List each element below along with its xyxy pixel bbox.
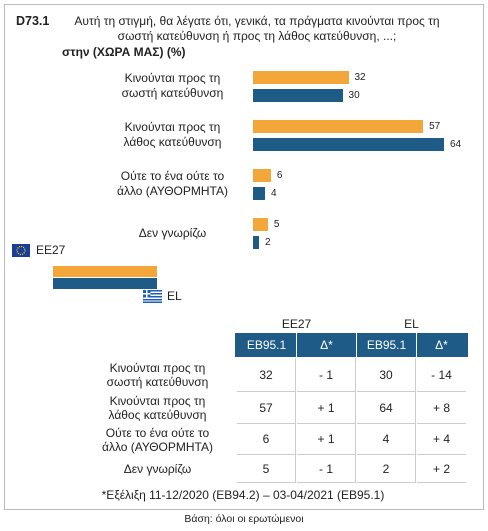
table-cell: - 14 <box>417 358 466 392</box>
data-label: 4 <box>270 188 277 199</box>
table-row-label: Κινούνται προς τη σωστή κατεύθυνση <box>106 361 209 389</box>
category-label: Ούτε το ένα ούτε το άλλο (ΑΥΘΟΡΜΗΤΑ) <box>117 169 228 198</box>
base-note: Βάση: όλοι οι ερωτώμενοι <box>184 513 304 525</box>
table-group-header: EE27 <box>281 317 312 331</box>
data-label: 57 <box>429 121 441 132</box>
bar <box>253 218 268 231</box>
table-cell: + 8 <box>417 392 466 424</box>
bar <box>253 236 259 249</box>
table-cell: 4 <box>357 424 416 455</box>
table-group-header: EL <box>404 317 419 331</box>
table-column-header: EB95.1 <box>237 333 297 357</box>
table-cell: + 1 <box>297 392 356 424</box>
table-column-header: EB95.1 <box>357 333 417 357</box>
table-column-header: Δ* <box>435 338 448 352</box>
bar <box>253 138 444 151</box>
table-row-label: Ούτε το ένα ούτε το άλλο (ΑΥΘΟΡΜΗΤΑ) <box>102 425 213 454</box>
table-row-label: Δεν γνωρίζω <box>123 462 192 476</box>
data-label: 2 <box>264 237 271 248</box>
table-column-header: Δ* <box>297 333 357 357</box>
legend-label: EE27 <box>36 243 66 257</box>
table-row-label: Κινούνται προς τη λάθος κατεύθυνση <box>108 394 207 422</box>
footnote: *Εξέλιξη 11-12/2020 (EB94.2) – 03-04/202… <box>101 488 385 502</box>
bar <box>253 89 343 102</box>
table-cell: 6 <box>237 424 296 455</box>
bar <box>253 187 265 200</box>
bar <box>253 120 424 133</box>
legend-swatch <box>53 266 157 277</box>
table-cell: 57 <box>237 392 296 424</box>
question: Αυτή τη στιγμή, θα λέγατε ότι, γενικά, τ… <box>74 14 440 43</box>
table-cell: 64 <box>357 392 416 424</box>
data-label: 30 <box>348 90 360 101</box>
data-label: 5 <box>273 219 280 230</box>
eu-flag <box>12 244 30 257</box>
question-code: D73.1 <box>16 14 50 28</box>
data-label: 6 <box>276 170 283 181</box>
category-label: Κινούνται προς τη σωστή κατεύθυνση <box>121 71 224 100</box>
table-cell: 2 <box>357 455 416 483</box>
table-cell: - 1 <box>297 358 356 392</box>
table-cell: + 2 <box>417 455 466 483</box>
table-cell: + 1 <box>297 424 356 455</box>
category-label: Δεν γνωρίζω <box>138 225 207 240</box>
bar <box>253 71 349 84</box>
table-cell: 5 <box>237 455 296 483</box>
table-cell: 32 <box>237 358 296 392</box>
table-cell: + 4 <box>417 424 466 455</box>
greek-flag <box>143 290 162 303</box>
table-header-band <box>235 333 468 357</box>
bar <box>253 169 271 182</box>
frame <box>4 4 484 510</box>
data-label: 64 <box>450 139 462 150</box>
legend-label: EL <box>167 289 182 303</box>
question-bold: στην (ΧΩΡΑ ΜΑΣ) (%) <box>62 45 186 59</box>
table-cell: 30 <box>357 358 416 392</box>
category-label: Κινούνται προς τη λάθος κατεύθυνση <box>123 120 222 149</box>
legend-swatch <box>53 278 157 289</box>
table-cell: - 1 <box>297 455 356 483</box>
data-label: 32 <box>354 72 366 83</box>
